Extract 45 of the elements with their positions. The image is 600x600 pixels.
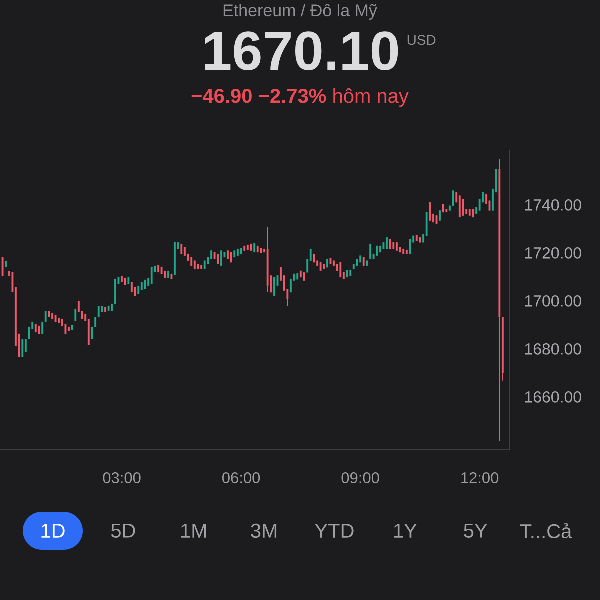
candlestick	[340, 262, 342, 278]
y-tick-label: 1740.00	[525, 200, 582, 211]
candlestick	[273, 276, 276, 296]
y-tick-label: 1700.00	[525, 296, 582, 307]
candlestick	[462, 198, 464, 216]
candlestick	[266, 227, 269, 293]
candlestick	[439, 210, 441, 222]
candlestick	[458, 195, 461, 218]
text: 1Y	[394, 524, 417, 538]
candlestick	[389, 238, 392, 250]
chart-subtitle: 1670.10	[205, 32, 398, 71]
candlestick	[2, 256, 4, 277]
y-tick-label: 1680.00	[525, 344, 582, 355]
text: 1D	[42, 524, 65, 538]
candlestick	[220, 250, 222, 266]
candlestick	[230, 252, 232, 263]
text: YTD	[315, 524, 354, 538]
candlestick	[386, 237, 388, 250]
candlestick	[150, 266, 153, 285]
x-tick-label: 12:00	[462, 472, 499, 484]
candlestick	[131, 282, 133, 293]
candlestick	[180, 244, 183, 255]
candlestick	[498, 158, 501, 442]
x-tick-label: 03:00	[103, 472, 141, 484]
candlestick	[217, 254, 220, 265]
x-tick-label: 09:00	[342, 472, 380, 484]
text: 5D	[111, 524, 136, 538]
text: T...Cả	[520, 523, 572, 539]
candlestick	[409, 238, 412, 255]
candlestick	[74, 308, 77, 322]
candlestick	[429, 202, 432, 222]
text: 1M	[182, 524, 206, 538]
chart-title: Ethereum / Đô la Mỹ	[224, 4, 378, 20]
text: −46.90 −2.73% hôm nay	[192, 88, 409, 108]
text: USD	[408, 35, 436, 46]
text: 3M	[251, 524, 277, 538]
y-tick-label: 1720.00	[525, 248, 582, 259]
candlestick	[22, 339, 24, 358]
candlestick	[144, 280, 146, 290]
y-tick-label: 1660.00	[525, 392, 582, 403]
x-tick-label: 06:00	[222, 472, 260, 484]
candlestick	[376, 246, 378, 256]
text: 5Y	[464, 524, 488, 538]
candlestick	[254, 242, 256, 253]
candlestick	[370, 244, 372, 260]
